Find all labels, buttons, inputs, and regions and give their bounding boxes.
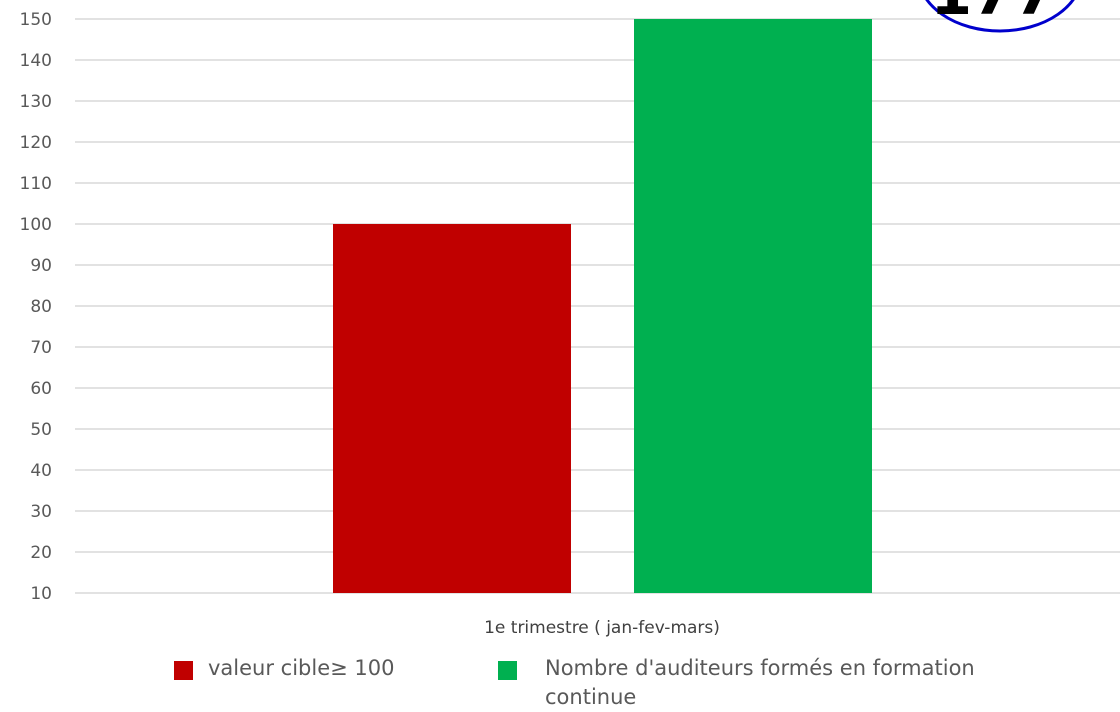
gridlines [75,18,1120,594]
legend-swatch-green [498,661,517,680]
y-tick-label: 60 [30,379,52,399]
y-tick-label: 90 [30,256,52,276]
y-tick-label: 110 [20,174,52,194]
y-tick-label: 80 [30,297,52,317]
y-tick-label: 140 [20,51,52,71]
bar-auditeurs [634,19,872,593]
legend-item-target: valeur cible≥ 100 [174,654,395,683]
y-tick-label: 150 [20,10,52,30]
y-tick-label: 130 [20,92,52,112]
bars [333,19,872,593]
legend-label-target: valeur cible≥ 100 [208,656,395,680]
category-label: 1e trimestre ( jan-fev-mars) [484,618,720,638]
legend-swatch-red [174,661,193,680]
legend-label-auditeurs: Nombre d'auditeurs formés en formation c… [545,656,975,709]
y-tick-label: 10 [30,584,52,604]
legend: valeur cible≥ 100 Nombre d'auditeurs for… [0,648,1120,709]
y-tick-label: 20 [30,543,52,563]
y-tick-label: 100 [20,215,52,235]
value-badge: 177 [925,0,1075,33]
y-tick-label: 120 [20,133,52,153]
y-axis-ticks: 10 20 30 40 50 60 70 80 90 100 110 120 130 140 150 [20,10,52,604]
badge-value: 177 [930,0,1055,29]
y-tick-label: 40 [30,461,52,481]
y-tick-label: 70 [30,338,52,358]
y-tick-label: 50 [30,420,52,440]
bar-target [333,224,571,593]
y-tick-label: 30 [30,502,52,522]
bar-chart: 10 20 30 40 50 60 70 80 90 100 110 120 130 140 150 1e … [20,0,1120,638]
badge-circle [925,0,1075,33]
legend-item-auditeurs: Nombre d'auditeurs formés en formation c… [498,654,1018,712]
